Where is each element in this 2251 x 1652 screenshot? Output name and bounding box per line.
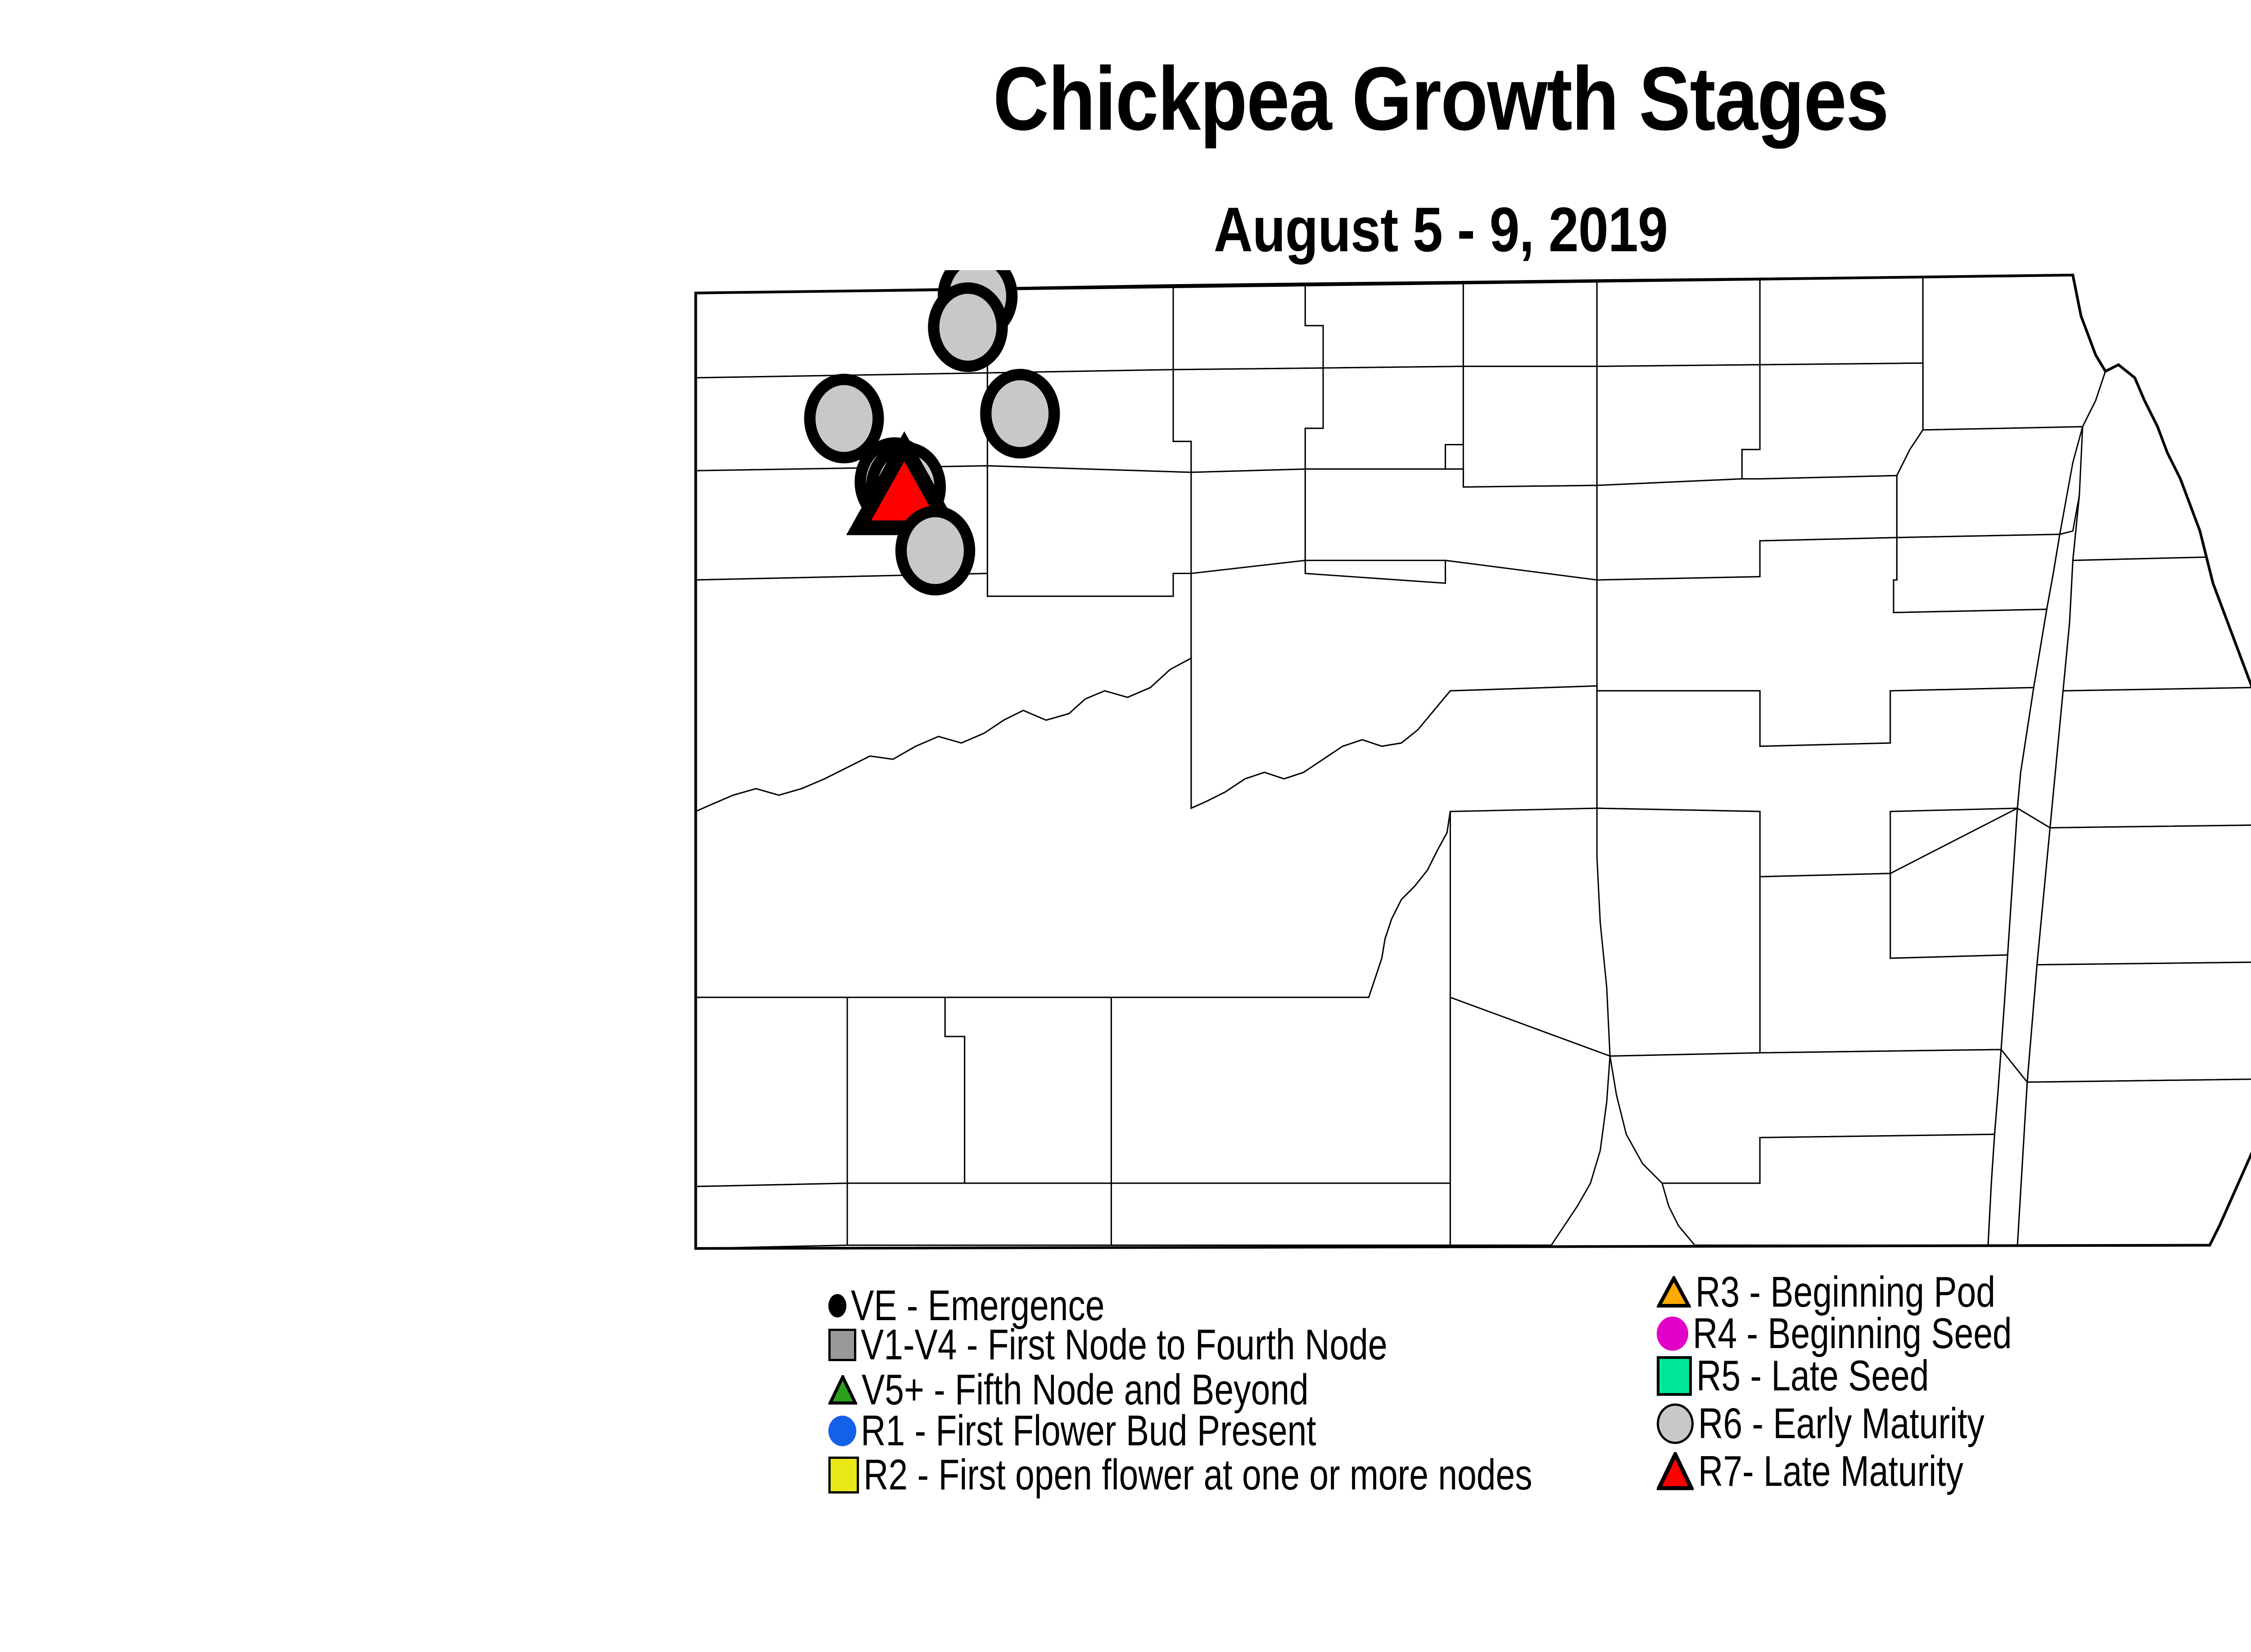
state-outline xyxy=(696,275,2251,1249)
r4-marker-icon xyxy=(1657,1317,1688,1351)
legend: VE - Emergence V1-V4 - First Node to Fou… xyxy=(827,1271,2251,1612)
legend-item-r4[interactable]: R4 - Beginning Seed xyxy=(1657,1307,2092,1361)
legend-label-r4: R4 - Beginning Seed xyxy=(1693,1309,2012,1358)
legend-label-r1: R1 - First Flower Bud Present xyxy=(861,1407,1316,1455)
r6-marker-icon xyxy=(1657,1403,1694,1444)
marker-r6[interactable] xyxy=(804,373,884,464)
legend-item-r1[interactable]: R1 - First Flower Bud Present xyxy=(828,1404,1430,1458)
legend-label-ve: VE - Emergence xyxy=(851,1281,1105,1330)
legend-label-r7: R7- Late Maturity xyxy=(1698,1447,1964,1495)
r2-marker-icon xyxy=(828,1457,859,1494)
page-title: Chickpea Growth Stages xyxy=(0,54,2251,144)
legend-label-v5plus: V5+ - Fifth Node and Beyond xyxy=(862,1366,1309,1414)
date-range-subtitle: August 5 - 9, 2019 xyxy=(0,198,2251,261)
legend-label-r3: R3 - Beginning Pod xyxy=(1695,1268,1996,1316)
legend-item-v1v4[interactable]: V1-V4 - First Node to Fourth Node xyxy=(828,1318,1519,1372)
subtitle-text: August 5 - 9, 2019 xyxy=(1213,194,1668,265)
marker-layer xyxy=(804,270,1060,596)
legend-label-v1v4: V1-V4 - First Node to Fourth Node xyxy=(861,1321,1388,1369)
marker-r6[interactable] xyxy=(980,369,1060,459)
r7-marker-icon xyxy=(1655,1449,1695,1491)
legend-item-r5[interactable]: R5 - Late Seed xyxy=(1657,1349,1987,1403)
legend-item-v5plus[interactable]: V5+ - Fifth Node and Beyond xyxy=(827,1363,1420,1417)
v5plus-marker-icon xyxy=(827,1373,858,1405)
legend-item-r2[interactable]: R2 - First open flower at one or more no… xyxy=(828,1448,1700,1502)
map-svg xyxy=(684,270,2251,1252)
r1-marker-icon xyxy=(828,1416,856,1446)
legend-item-r6[interactable]: R6 - Early Maturity xyxy=(1657,1397,2056,1451)
county-layer xyxy=(696,275,2251,1249)
title-text: Chickpea Growth Stages xyxy=(993,49,1889,149)
legend-item-ve[interactable]: VE - Emergence xyxy=(828,1279,1168,1333)
marker-r6[interactable] xyxy=(928,282,1008,372)
legend-label-r6: R6 - Early Maturity xyxy=(1698,1399,1984,1448)
legend-item-r3[interactable]: R3 - Beginning Pod xyxy=(1656,1265,2070,1319)
ve-emergence-marker-icon xyxy=(828,1294,846,1317)
legend-item-r7[interactable]: R7- Late Maturity xyxy=(1655,1444,2030,1498)
legend-label-r2: R2 - First open flower at one or more no… xyxy=(863,1451,1532,1499)
north-dakota-map xyxy=(684,270,2251,1252)
legend-label-r5: R5 - Late Seed xyxy=(1696,1352,1929,1400)
v1v4-marker-icon xyxy=(828,1329,856,1361)
r5-marker-icon xyxy=(1657,1356,1692,1396)
marker-r6[interactable] xyxy=(895,506,976,596)
r3-marker-icon xyxy=(1656,1274,1692,1308)
